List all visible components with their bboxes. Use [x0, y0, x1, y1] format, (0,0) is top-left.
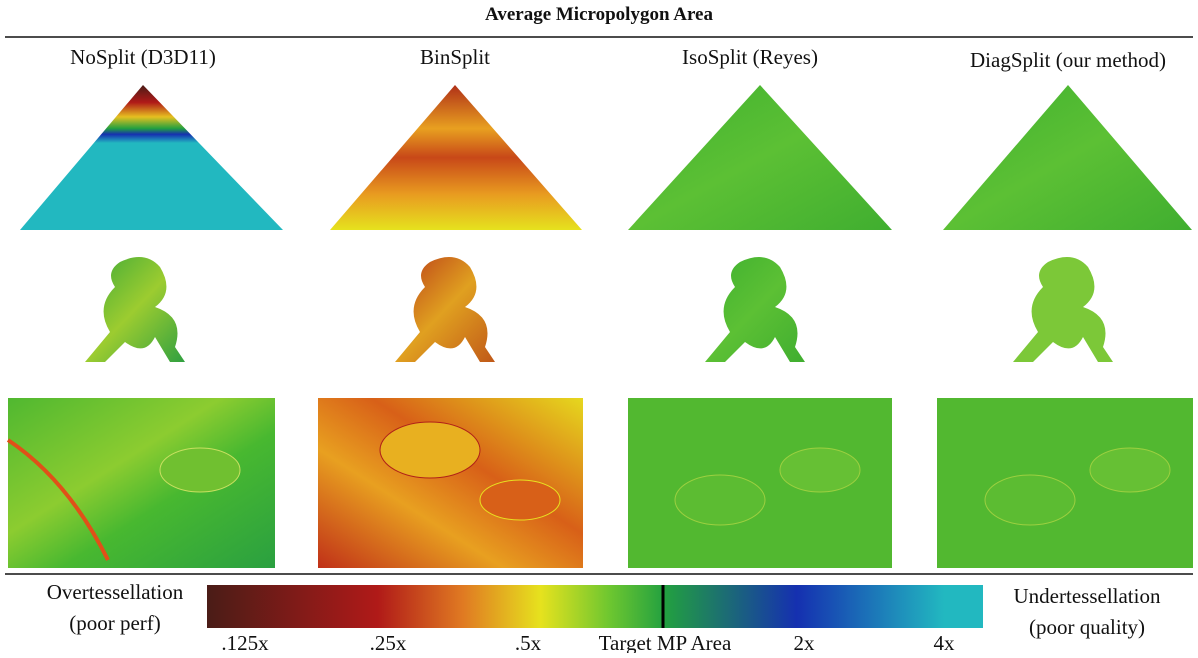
- scene-image: [318, 398, 583, 568]
- colorbar-tick: .125x: [221, 631, 269, 653]
- legend-label: Overtessellation: [47, 580, 184, 604]
- scene-image: [628, 398, 892, 568]
- frog-image: [1013, 257, 1113, 362]
- column-title: NoSplit (D3D11): [70, 45, 216, 69]
- colorbar-tick: .5x: [515, 631, 542, 653]
- legend-label: (poor perf): [69, 611, 161, 635]
- triangle-image: [330, 85, 582, 230]
- frog-image: [85, 257, 185, 362]
- colorbar-tick: 4x: [934, 631, 956, 653]
- frog-image: [705, 257, 805, 362]
- legend-label: Undertessellation: [1014, 584, 1161, 608]
- scene-image: [937, 398, 1193, 568]
- triangle-image: [20, 85, 283, 230]
- legend-label: (poor quality): [1029, 615, 1145, 639]
- figure-title: Average Micropolygon Area: [485, 4, 713, 25]
- triangle-image: [943, 85, 1192, 230]
- triangle-image: [628, 85, 892, 230]
- column-title: IsoSplit (Reyes): [682, 45, 818, 69]
- scene-image: [8, 398, 275, 568]
- figure: Average Micropolygon Area NoSplit (D3D11…: [0, 0, 1198, 653]
- column-title: BinSplit: [420, 45, 490, 69]
- column-title: DiagSplit (our method): [970, 48, 1166, 72]
- colorbar-tick: .25x: [370, 631, 407, 653]
- frog-image: [395, 257, 495, 362]
- colorbar-tick: 2x: [794, 631, 816, 653]
- colorbar: [207, 585, 983, 628]
- colorbar-tick: Target MP Area: [599, 631, 732, 653]
